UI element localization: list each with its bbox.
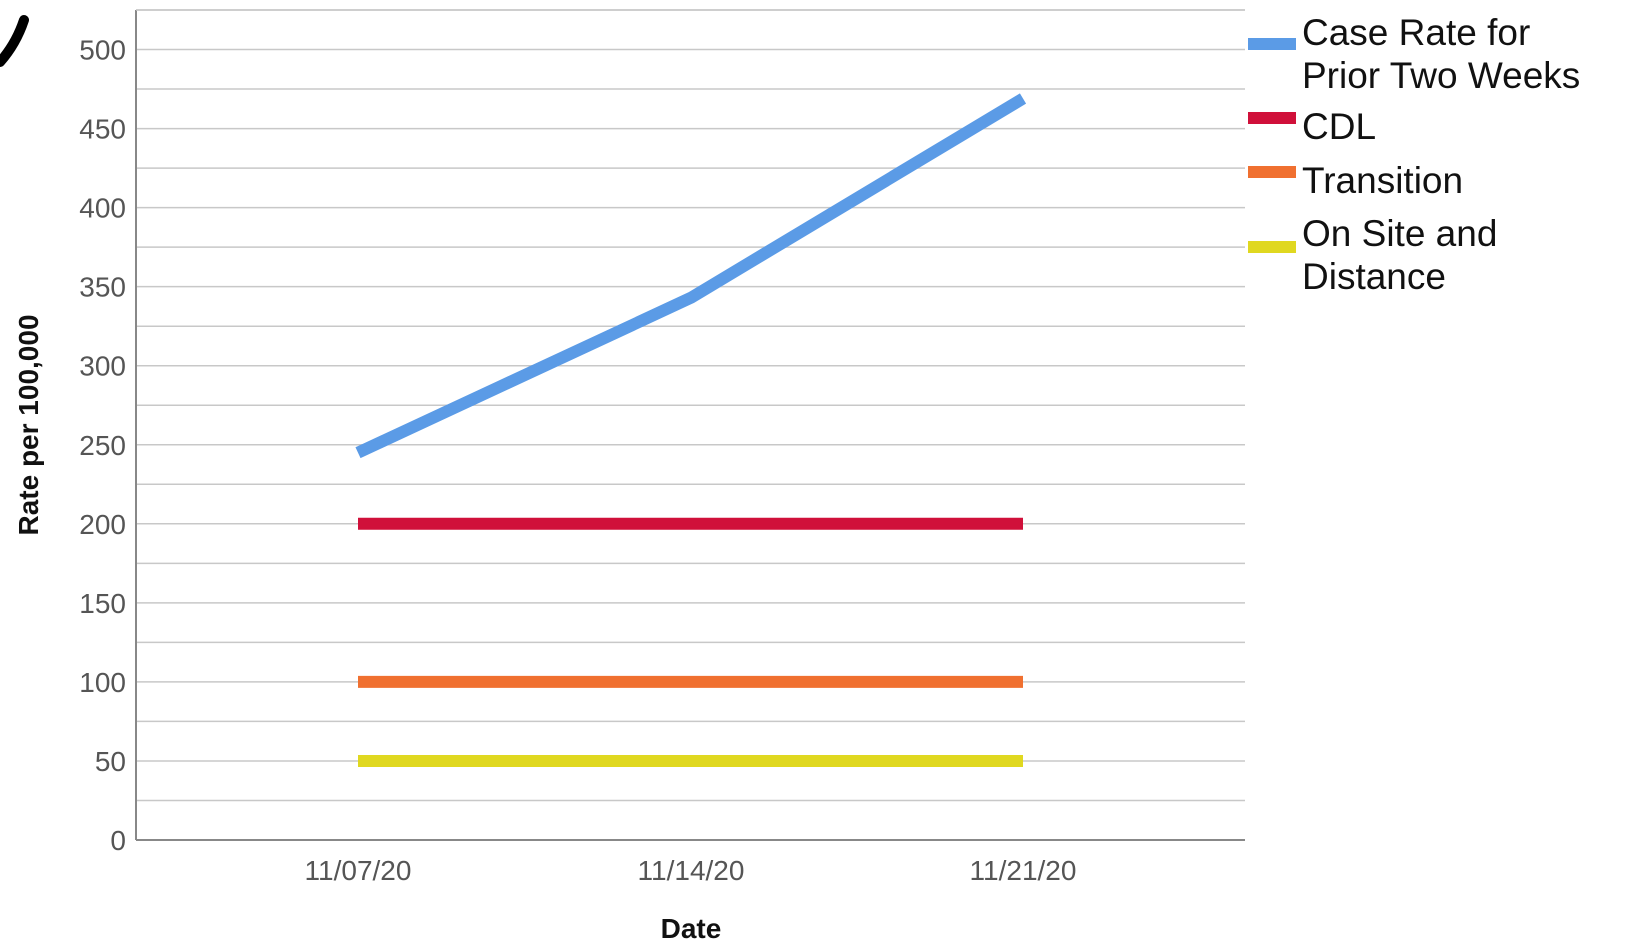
x-tick-label: 11/14/20 — [638, 855, 745, 886]
y-tick-label: 0 — [110, 825, 126, 856]
y-tick-label: 200 — [79, 509, 126, 540]
x-tick-labels: 11/07/20 11/14/20 11/21/20 — [305, 855, 1077, 886]
y-tick-label: 500 — [79, 35, 126, 66]
y-axis-title: Rate per 100,000 — [13, 314, 44, 535]
y-tick-label: 350 — [79, 272, 126, 303]
axes — [135, 9, 1245, 841]
x-axis-title: Date — [661, 913, 722, 944]
y-tick-label: 400 — [79, 193, 126, 224]
y-tick-label: 100 — [79, 667, 126, 698]
series-lines — [355, 93, 1027, 767]
legend-swatch — [1248, 38, 1296, 50]
y-tick-label: 150 — [79, 588, 126, 619]
y-tick-label: 250 — [79, 430, 126, 461]
x-tick-label: 11/21/20 — [970, 855, 1077, 886]
legend-label: CDL — [1302, 106, 1376, 147]
legend-swatch — [1248, 166, 1296, 178]
legend-label: Distance — [1302, 256, 1446, 297]
y-tick-labels: 0 50 100 150 200 250 300 350 400 450 500 — [79, 35, 126, 856]
y-tick-label: 450 — [79, 114, 126, 145]
legend-label: Transition — [1302, 160, 1463, 201]
y-tick-label: 300 — [79, 351, 126, 382]
y-tick-label: 50 — [95, 746, 126, 777]
legend-swatch — [1248, 241, 1296, 253]
x-tick-label: 11/07/20 — [305, 855, 412, 886]
series-line — [355, 93, 1027, 459]
legend-swatch — [1248, 112, 1296, 124]
gridlines — [136, 9, 1245, 802]
ink-stroke — [0, 15, 29, 67]
legend-label: On Site and — [1302, 213, 1497, 254]
legend-label: Prior Two Weeks — [1302, 55, 1580, 96]
legend-label: Case Rate for — [1302, 12, 1530, 53]
